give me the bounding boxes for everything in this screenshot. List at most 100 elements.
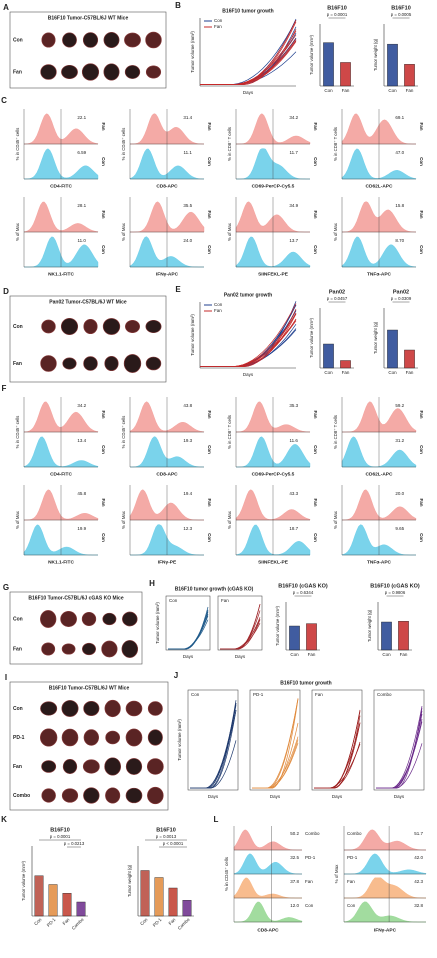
tumor	[125, 787, 143, 804]
bar	[381, 621, 392, 651]
y-axis-label: % of Max	[227, 510, 232, 529]
x-axis-label: Days	[243, 372, 254, 377]
histogram	[341, 201, 417, 233]
gate-value: 69.1	[395, 115, 404, 120]
gate-value: 59.2	[395, 403, 404, 408]
x-axis-label: Days	[183, 654, 194, 659]
x-axis-label: IFNγ-APC	[156, 271, 179, 277]
chart-title: Pan02	[393, 289, 409, 295]
tumor	[146, 758, 164, 775]
p-value: p = 0.0457	[327, 296, 348, 301]
group-label: Con	[101, 445, 106, 454]
row-label: Fan	[13, 69, 22, 75]
y-axis-label: % of Max	[333, 222, 338, 241]
y-axis-label: % in CD8⁺ T cells	[227, 127, 232, 161]
panel-letter: D	[3, 287, 9, 296]
x-axis-label: CD8-APC	[156, 471, 178, 477]
gate-value: 18.7	[289, 526, 298, 531]
gate-value: 51.7	[414, 831, 423, 836]
tumor	[124, 32, 141, 48]
growth-curve	[376, 719, 423, 789]
growth-curve	[376, 743, 423, 789]
gate-value: 47.0	[395, 150, 404, 155]
x-axis-label: TNFα-APC	[367, 271, 392, 277]
bar	[323, 42, 334, 87]
group-label: Combo	[347, 831, 362, 836]
chart-title: B16F10 tumor growth	[222, 8, 273, 14]
group-label: Fan	[419, 122, 424, 130]
x-axis-label: NK1.1-FITC	[48, 271, 74, 277]
tumor	[124, 65, 141, 79]
group-label: Con	[419, 157, 424, 166]
tumor	[101, 640, 118, 658]
row-label: Fan	[13, 646, 22, 652]
y-axis-label: % in CD45⁺ cells	[121, 128, 126, 161]
growth-curve	[200, 320, 297, 368]
growth-curve	[314, 715, 361, 789]
growth-curve	[200, 313, 297, 368]
p-value: p = 0.0213	[64, 841, 85, 846]
x-axis-label: Days	[394, 794, 405, 799]
y-axis-label: Tumor volume (mm³)	[177, 719, 182, 761]
panel-letter: G	[3, 583, 9, 592]
tumor	[103, 63, 120, 81]
tumor	[145, 356, 162, 371]
gate-value: 15.8	[395, 203, 404, 208]
group-label: Fan	[101, 122, 106, 130]
panel-frame	[165, 595, 211, 651]
y-axis-label: Tumor weight (g)	[367, 609, 372, 642]
group-label: Fan	[347, 879, 355, 884]
gate-value: 6.59	[77, 150, 86, 155]
bar	[34, 875, 44, 917]
histogram	[233, 829, 302, 851]
x-axis-label: IFNγ-APC	[374, 927, 397, 933]
row-label: Combo	[13, 793, 30, 799]
row-label: Con	[13, 706, 23, 712]
bar	[182, 900, 192, 917]
panel-letter: C	[1, 96, 7, 105]
panel-letter: I	[5, 673, 7, 682]
tumor	[102, 318, 121, 335]
tumor	[102, 612, 117, 626]
group-label: Con	[207, 157, 212, 166]
panel-letter: E	[175, 285, 181, 294]
x-axis-label: TNFα-APC	[367, 559, 392, 565]
gate-value: 12.3	[183, 526, 192, 531]
bar	[289, 625, 300, 651]
bar	[398, 621, 409, 651]
gate-value: 42.0	[414, 855, 423, 860]
histogram	[341, 489, 417, 521]
bar	[76, 901, 86, 917]
group-label: Con	[313, 533, 318, 542]
histogram	[24, 489, 99, 521]
x-tick-label: Con	[324, 88, 333, 93]
gate-value: 32.5	[290, 855, 299, 860]
gate-value: 43.8	[183, 403, 192, 408]
histogram	[23, 113, 99, 145]
histogram	[344, 877, 426, 899]
bar	[340, 62, 351, 87]
group-label: Combo	[305, 831, 320, 836]
y-axis-label: Tumor volume (mm³)	[21, 860, 26, 901]
gate-value: 8.70	[395, 238, 404, 243]
p-value: p = 0.0309	[391, 296, 412, 301]
growth-curve	[168, 606, 209, 650]
x-axis-label: CD62L-APC	[366, 183, 393, 189]
p-value: p = 0.0001	[50, 834, 71, 839]
p-value: p = 0.0001	[327, 12, 348, 17]
panel-letter: L	[214, 815, 219, 824]
histogram	[23, 148, 99, 180]
x-tick-label: Con	[33, 917, 43, 927]
x-axis-label: Days	[235, 654, 246, 659]
p-value: p < 0.0001	[163, 841, 184, 846]
histogram	[130, 201, 205, 233]
tumor	[62, 32, 77, 48]
tumor	[125, 758, 143, 775]
group-label: Con	[419, 533, 424, 542]
gate-value: 20.0	[395, 491, 404, 496]
group-label: Con	[207, 533, 212, 542]
row-label: Con	[13, 37, 23, 43]
x-tick-label: Fan	[342, 88, 350, 93]
y-axis-label: % in CD8⁺ T cells	[333, 127, 338, 161]
p-value: p = 0.6344	[293, 590, 314, 595]
